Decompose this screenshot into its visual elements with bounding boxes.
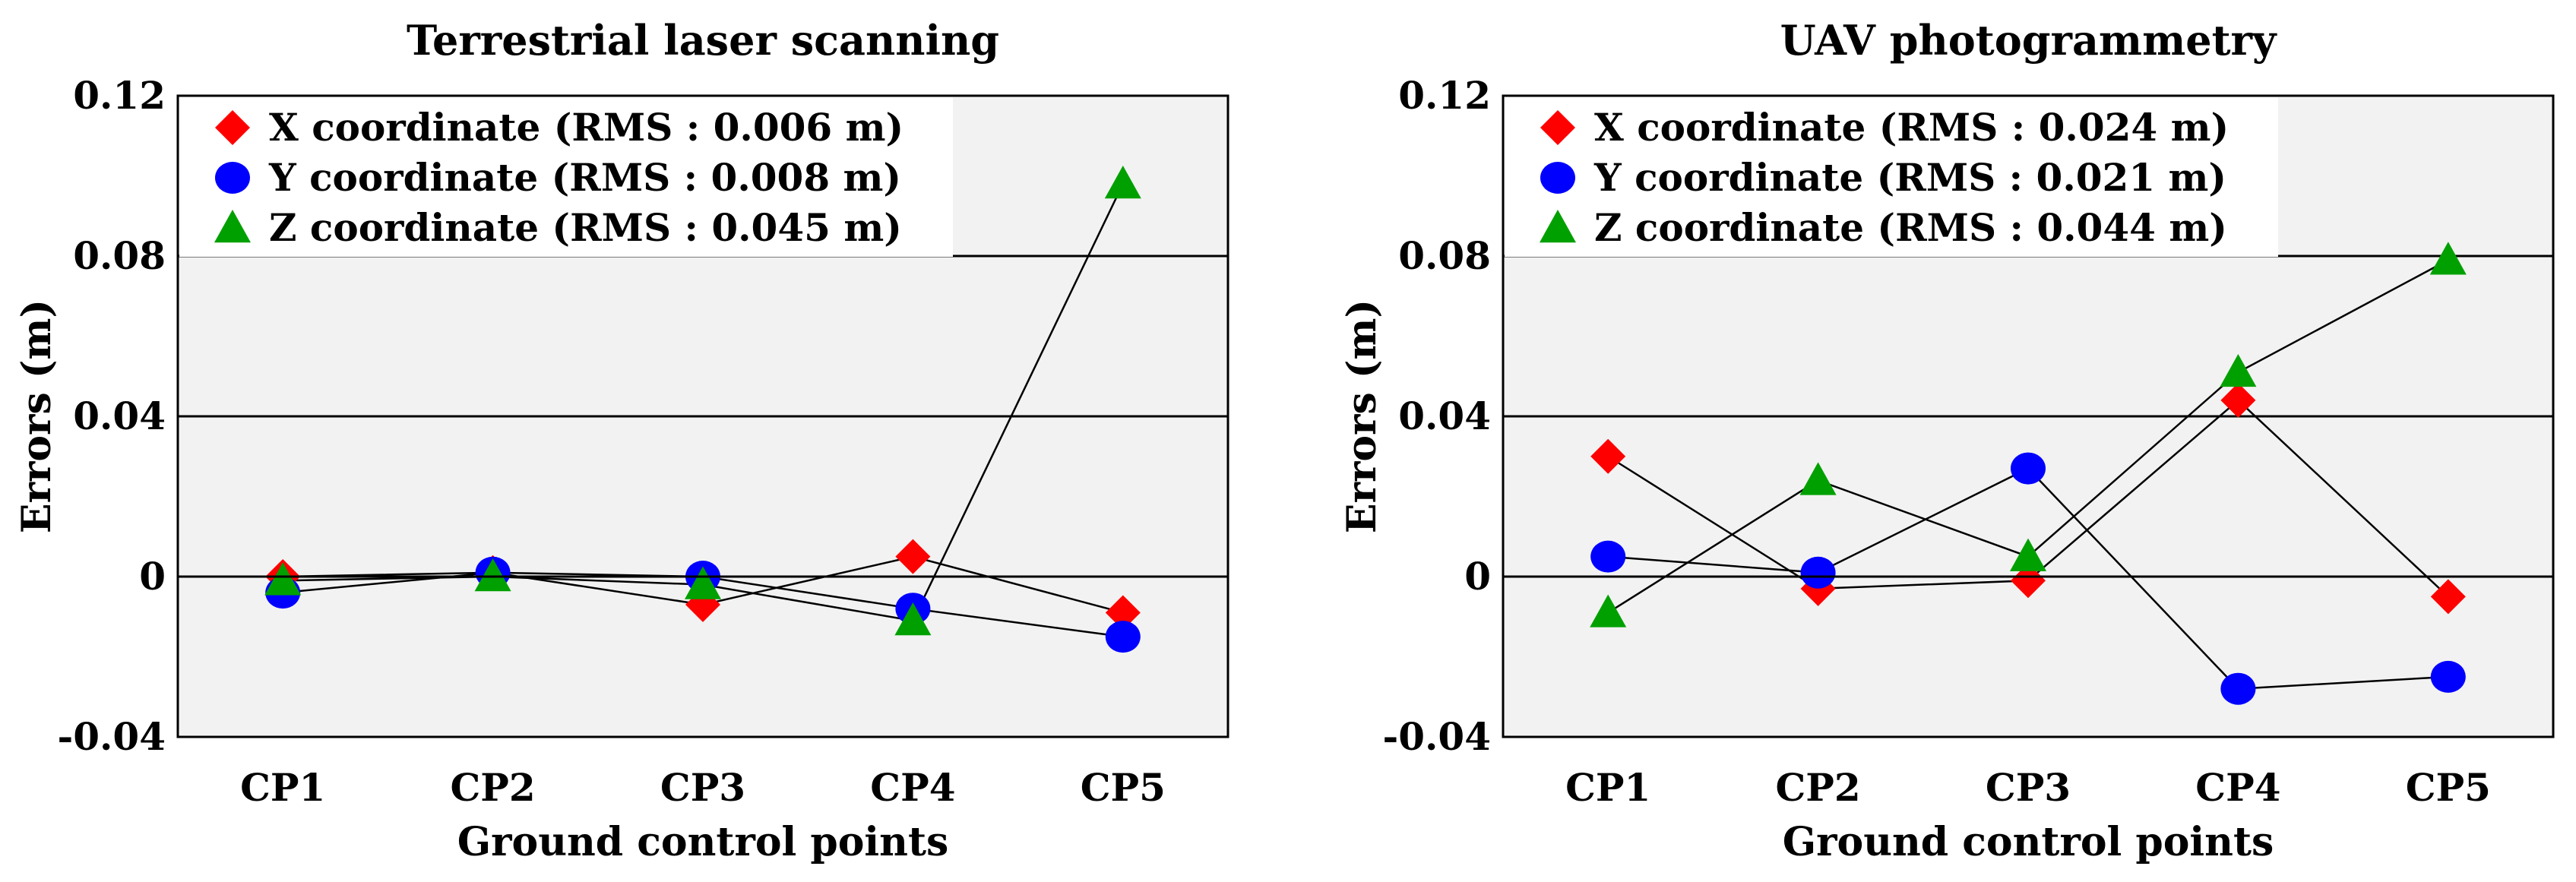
y-tick-label: 0.12 bbox=[1398, 73, 1491, 118]
legend-marker-3 bbox=[1540, 210, 1576, 243]
legend-label-3: Z coordinate (RMS : 0.045 m) bbox=[269, 205, 902, 250]
data-point-s2-CP1 bbox=[1590, 540, 1626, 573]
x-tick-label-CP4: CP4 bbox=[2195, 765, 2280, 810]
data-point-s1-CP1 bbox=[1590, 438, 1626, 474]
data-point-s3-CP2 bbox=[1799, 462, 1837, 495]
y-tick-label: 0 bbox=[1464, 554, 1491, 599]
data-point-s3-CP3 bbox=[2010, 538, 2046, 571]
legend-marker-3 bbox=[214, 210, 251, 243]
x-tick-label-CP1: CP1 bbox=[1565, 765, 1650, 810]
legend-box bbox=[179, 97, 953, 257]
x-axis-title: Ground control points bbox=[457, 819, 949, 865]
data-point-s1-CP5 bbox=[2430, 579, 2466, 615]
plot-frame bbox=[176, 94, 1229, 738]
chart-1: X coordinate (RMS : 0.006 m) Y coordinate… bbox=[14, 16, 1229, 865]
data-point-s1-CP4 bbox=[2220, 382, 2256, 418]
data-point-s2-CP5 bbox=[2430, 660, 2466, 693]
data-point-s3-CP4 bbox=[2220, 353, 2257, 387]
x-tick-label-CP4: CP4 bbox=[870, 765, 955, 810]
x-axis-title: Ground control points bbox=[1783, 819, 2274, 865]
legend-label-1: X coordinate (RMS : 0.024 m) bbox=[1594, 105, 2229, 150]
data-point-s1-CP4 bbox=[895, 539, 931, 574]
x-tick-label-CP3: CP3 bbox=[1986, 765, 2071, 810]
x-tick-label-CP3: CP3 bbox=[660, 765, 745, 810]
legend-label-2: Y coordinate (RMS : 0.021 m) bbox=[1593, 155, 2226, 200]
y-tick-label: 0.04 bbox=[1398, 394, 1491, 438]
data-point-s3-CP1 bbox=[264, 562, 302, 596]
x-tick-label-CP2: CP2 bbox=[1776, 765, 1861, 810]
data-point-s3-CP3 bbox=[685, 566, 721, 599]
y-tick-label: 0.12 bbox=[73, 73, 166, 118]
x-tick-label-CP2: CP2 bbox=[451, 765, 536, 810]
data-point-s1-CP3 bbox=[2011, 563, 2046, 599]
legend-label-2: Y coordinate (RMS : 0.008 m) bbox=[268, 155, 901, 200]
chart-2: X coordinate (RMS : 0.024 m) Y coordinate… bbox=[1339, 16, 2555, 865]
legend-marker-1 bbox=[215, 110, 250, 145]
data-point-s3-CP5 bbox=[1104, 166, 1141, 199]
y-tick-label: 0.08 bbox=[1398, 233, 1491, 278]
data-point-s3-CP1 bbox=[1590, 594, 1627, 628]
data-point-s3-CP4 bbox=[894, 602, 932, 636]
data-point-s2-CP2 bbox=[1800, 556, 1836, 589]
chart-title: UAV photogrammetry bbox=[1780, 16, 2277, 65]
legend-marker-2 bbox=[215, 162, 250, 194]
x-tick-label-CP1: CP1 bbox=[240, 765, 325, 810]
legend-box bbox=[1505, 97, 2278, 257]
y-axis-title: Errors (m) bbox=[14, 299, 60, 533]
plot-frame bbox=[1502, 94, 2555, 738]
data-point-s1-CP5 bbox=[1105, 595, 1141, 631]
legend-marker-2 bbox=[1540, 162, 1575, 194]
legend-label-1: X coordinate (RMS : 0.006 m) bbox=[269, 105, 903, 150]
chart-title: Terrestrial laser scanning bbox=[407, 16, 999, 65]
x-tick-label-CP5: CP5 bbox=[2406, 765, 2491, 810]
data-point-s3-CP2 bbox=[474, 558, 511, 592]
data-point-s2-CP4 bbox=[2220, 672, 2256, 705]
y-tick-label: 0 bbox=[139, 554, 166, 599]
y-tick-label: -0.04 bbox=[1382, 714, 1491, 759]
data-point-s2-CP3 bbox=[2011, 452, 2046, 485]
y-axis-title: Errors (m) bbox=[1339, 299, 1385, 533]
y-tick-label: -0.04 bbox=[57, 714, 166, 759]
data-point-s3-CP5 bbox=[2429, 242, 2467, 275]
y-tick-label: 0.08 bbox=[73, 233, 166, 278]
x-tick-label-CP5: CP5 bbox=[1081, 765, 1166, 810]
y-tick-label: 0.04 bbox=[73, 394, 166, 438]
data-point-s2-CP5 bbox=[1105, 621, 1141, 653]
legend-marker-1 bbox=[1540, 110, 1575, 145]
legend-label-3: Z coordinate (RMS : 0.044 m) bbox=[1594, 205, 2227, 250]
